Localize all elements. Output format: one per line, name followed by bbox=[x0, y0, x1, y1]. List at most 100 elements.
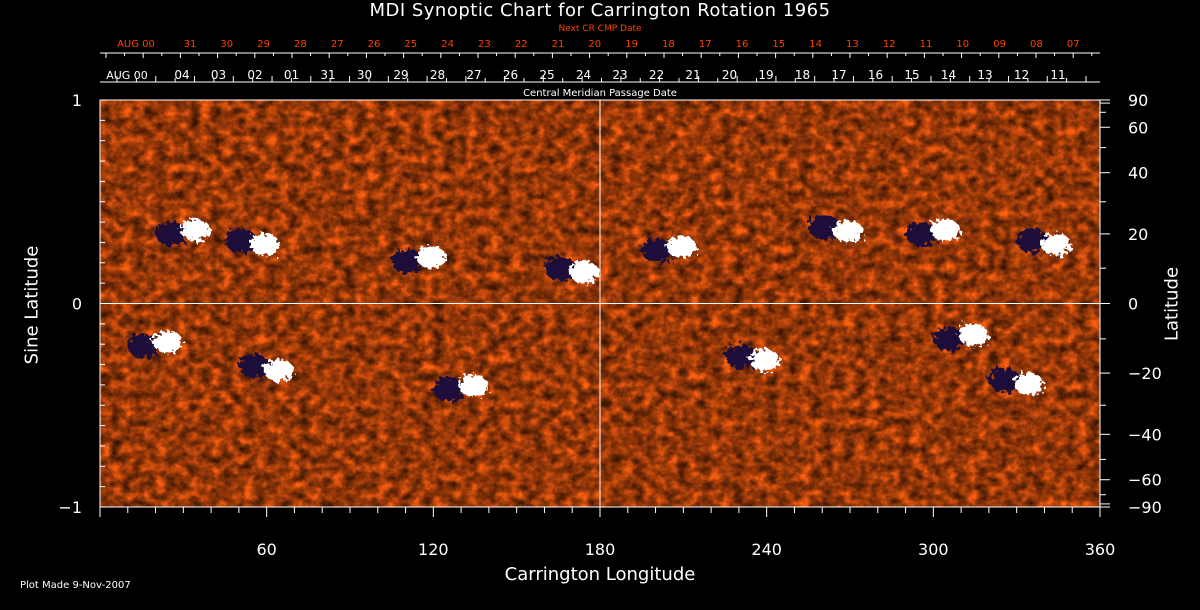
negative-polarity-spot bbox=[238, 354, 271, 379]
positive-polarity-spot bbox=[1041, 233, 1072, 256]
cmp-date-label: 29 bbox=[393, 68, 408, 82]
next-cr-date-label: 18 bbox=[662, 39, 675, 50]
next-cr-date-label: 13 bbox=[846, 39, 859, 50]
active-regions-layer bbox=[127, 215, 1072, 402]
negative-polarity-spot bbox=[808, 215, 841, 240]
cmp-date-label: 02 bbox=[247, 68, 262, 82]
cmp-date-label: 14 bbox=[941, 68, 956, 82]
cmp-date-label: 24 bbox=[576, 68, 591, 82]
positive-polarity-spot bbox=[958, 323, 989, 346]
next-cr-date-label: 24 bbox=[441, 39, 454, 50]
cmp-date-label: 23 bbox=[612, 68, 627, 82]
cmp-date-label: 20 bbox=[722, 68, 737, 82]
cmp-date-label: 03 bbox=[211, 68, 226, 82]
negative-polarity-spot bbox=[544, 256, 577, 281]
plot-made-footer: Plot Made 9-Nov-2007 bbox=[20, 580, 131, 591]
positive-polarity-spot bbox=[749, 349, 780, 372]
negative-polarity-spot bbox=[905, 221, 938, 246]
cmp-date-label: 16 bbox=[868, 68, 883, 82]
next-cr-date-label: 28 bbox=[294, 39, 307, 50]
next-cr-date-label: 09 bbox=[993, 39, 1006, 50]
cmp-date-label: 21 bbox=[685, 68, 700, 82]
negative-polarity-spot bbox=[1016, 228, 1049, 253]
next-cr-date-label: 16 bbox=[736, 39, 749, 50]
next-cr-date-label: 26 bbox=[368, 39, 381, 50]
y-axis-left-label: Sine Latitude bbox=[21, 245, 43, 365]
positive-polarity-spot bbox=[416, 246, 447, 269]
x-tick-label: 300 bbox=[918, 540, 949, 559]
next-cr-date-label: 15 bbox=[772, 39, 785, 50]
x-tick-label: 360 bbox=[1085, 540, 1116, 559]
negative-polarity-spot bbox=[391, 249, 424, 274]
positive-polarity-spot bbox=[263, 359, 294, 382]
cmp-date-label: 30 bbox=[357, 68, 372, 82]
positive-polarity-spot bbox=[458, 374, 489, 397]
positive-polarity-spot bbox=[833, 220, 864, 243]
next-cr-date-label: 30 bbox=[220, 39, 233, 50]
cmp-date-label: 31 bbox=[320, 68, 335, 82]
x-tick-label: 240 bbox=[751, 540, 782, 559]
next-cr-date-label: 31 bbox=[184, 39, 197, 50]
negative-polarity-spot bbox=[988, 367, 1021, 392]
central-meridian-axis-label: Central Meridian Passage Date bbox=[523, 88, 677, 99]
next-cr-date-label: 20 bbox=[588, 39, 601, 50]
y-right-tick-label: 0 bbox=[1128, 295, 1138, 314]
chart-title: MDI Synoptic Chart for Carrington Rotati… bbox=[369, 0, 831, 21]
cmp-date-label: 18 bbox=[795, 68, 810, 82]
next-cr-date-label: 19 bbox=[625, 39, 638, 50]
negative-polarity-spot bbox=[724, 344, 757, 369]
positive-polarity-spot bbox=[930, 218, 961, 241]
y-right-tick-label: −60 bbox=[1128, 471, 1162, 490]
negative-polarity-spot bbox=[155, 221, 188, 246]
next-cr-date-label: 14 bbox=[809, 39, 822, 50]
positive-polarity-spot bbox=[152, 330, 183, 353]
next-cr-date-label: 08 bbox=[1030, 39, 1043, 50]
cmp-date-label: 17 bbox=[831, 68, 846, 82]
negative-polarity-spot bbox=[224, 228, 257, 253]
cmp-date-label: 11 bbox=[1050, 68, 1065, 82]
cmp-date-label: 01 bbox=[284, 68, 299, 82]
y-right-tick-label: −40 bbox=[1128, 425, 1162, 444]
y-axis-right-label: Latitude bbox=[1161, 266, 1183, 342]
next-cr-date-label: 11 bbox=[920, 39, 933, 50]
cmp-date-label: 26 bbox=[503, 68, 518, 82]
next-cr-date-label: 25 bbox=[404, 39, 417, 50]
x-axis-label: Carrington Longitude bbox=[504, 564, 696, 585]
cmp-date-label: 15 bbox=[904, 68, 919, 82]
y-right-tick-label: 40 bbox=[1128, 164, 1148, 183]
y-right-tick-label: 60 bbox=[1128, 118, 1148, 137]
next-cr-date-label: 21 bbox=[552, 39, 565, 50]
next-cr-date-label: 10 bbox=[956, 39, 969, 50]
negative-polarity-spot bbox=[127, 333, 160, 358]
cmp-date-label: 25 bbox=[539, 68, 554, 82]
cmp-date-label: 04 bbox=[174, 68, 189, 82]
cmp-date-label: 28 bbox=[430, 68, 445, 82]
cmp-date-label: 22 bbox=[649, 68, 664, 82]
y-left-tick-label: 0 bbox=[72, 295, 82, 314]
cmp-date-label: 12 bbox=[1014, 68, 1029, 82]
x-tick-label: 120 bbox=[418, 540, 449, 559]
next-cr-date-label: 17 bbox=[699, 39, 712, 50]
positive-polarity-spot bbox=[249, 233, 280, 256]
y-right-tick-label: 20 bbox=[1128, 225, 1148, 244]
cmp-date-label: 19 bbox=[758, 68, 773, 82]
positive-polarity-spot bbox=[666, 235, 697, 258]
next-cr-date-label: AUG 00 bbox=[117, 39, 155, 50]
y-left-tick-label: 1 bbox=[72, 91, 82, 110]
positive-polarity-spot bbox=[180, 218, 211, 241]
negative-polarity-spot bbox=[433, 377, 466, 402]
negative-polarity-spot bbox=[933, 326, 966, 351]
y-right-tick-label: −20 bbox=[1128, 364, 1162, 383]
x-tick-label: 180 bbox=[585, 540, 616, 559]
positive-polarity-spot bbox=[569, 261, 600, 284]
x-tick-label: 60 bbox=[256, 540, 276, 559]
positive-polarity-spot bbox=[1013, 372, 1044, 395]
next-cr-date-label: 12 bbox=[883, 39, 896, 50]
next-cr-date-label: 07 bbox=[1067, 39, 1080, 50]
cmp-date-label: AUG 00 bbox=[106, 69, 148, 82]
next-cr-date-label: 22 bbox=[515, 39, 528, 50]
next-cr-date-label: 29 bbox=[257, 39, 270, 50]
y-right-tick-label: 90 bbox=[1128, 91, 1148, 110]
cmp-date-label: 13 bbox=[977, 68, 992, 82]
